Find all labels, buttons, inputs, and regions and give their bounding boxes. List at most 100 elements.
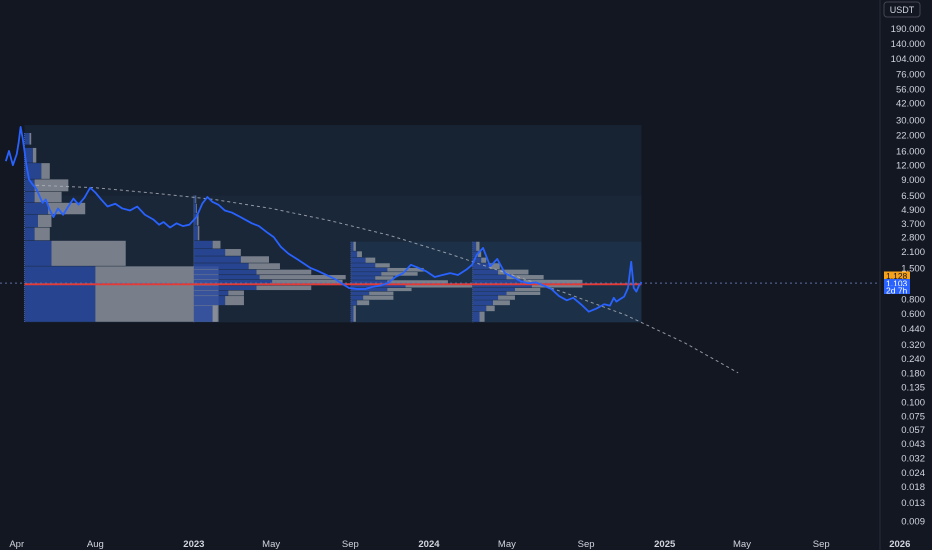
- price-tick-label: 2.100: [901, 247, 925, 258]
- time-tick-label: 2026: [889, 539, 910, 550]
- profile-bar-down: [357, 251, 362, 258]
- time-tick-label: 2025: [654, 539, 676, 550]
- profile-bar-down: [240, 256, 269, 263]
- profile-bar-up: [24, 191, 35, 203]
- profile-bar-down: [493, 300, 510, 306]
- price-tick-label: 0.135: [901, 383, 925, 394]
- profile-bar-down: [531, 284, 583, 288]
- profile-bar-up: [472, 305, 487, 312]
- price-tick-label: 0.024: [901, 468, 925, 479]
- profile-bar-up: [351, 241, 354, 251]
- price-tick-label: 1.500: [901, 263, 925, 274]
- profile-bar-down: [375, 263, 390, 268]
- profile-bar-up: [351, 276, 376, 280]
- profile-bar-down: [34, 179, 69, 192]
- profile-bar-down: [32, 147, 37, 163]
- price-tick-label: 12.000: [896, 161, 925, 172]
- time-axis[interactable]: Apr Aug 2023 May Sep 2024 May Sep 2025 May Sep 2026: [0, 536, 932, 550]
- profile-bar-down: [34, 227, 50, 241]
- price-tick-label: 3.700: [901, 219, 925, 230]
- price-tick-label: 30.000: [896, 115, 925, 126]
- price-tick-label: 0.320: [901, 340, 925, 351]
- profile-bar-up: [472, 291, 507, 295]
- profile-bar-up: [193, 285, 257, 291]
- profile-bar-down: [477, 251, 482, 258]
- profile-bar-down: [256, 285, 312, 291]
- profile-bar-down: [363, 295, 394, 300]
- profile-bar-up: [24, 214, 38, 228]
- price-series: [4, 126, 643, 313]
- profile-bar-down: [195, 195, 197, 204]
- currency-label[interactable]: USDT: [890, 5, 915, 15]
- profile-bar-up: [351, 257, 366, 263]
- profile-bar-up: [24, 227, 35, 241]
- time-tick-label: Sep: [342, 539, 359, 550]
- profile-bar-up: [24, 266, 96, 322]
- profile-bar-up: [472, 241, 477, 251]
- time-tick-label: Sep: [813, 539, 830, 550]
- profile-bar-up: [24, 147, 33, 163]
- price-tick-label: 0.240: [901, 354, 925, 365]
- profile-bar-up: [193, 240, 213, 249]
- profile-bar-up: [193, 195, 196, 204]
- trend-curve-group: [36, 184, 739, 374]
- price-axis[interactable]: 190.000 140.000 104.000 76.000 56.000 42.000 3…: [879, 0, 925, 550]
- time-tick-label: May: [498, 539, 516, 550]
- range-zones: [24, 125, 642, 323]
- profile-bar-down: [506, 291, 541, 295]
- price-tick-label: 0.180: [901, 368, 925, 379]
- profile-bar-up: [24, 202, 49, 215]
- profile-bar-up: [193, 290, 229, 296]
- price-tick-label: 0.600: [901, 309, 925, 320]
- profile-bar-up: [472, 263, 490, 270]
- profile-bar-up: [24, 179, 35, 192]
- profile-bar-down: [498, 269, 529, 275]
- profile-bar-up: [193, 275, 260, 280]
- profile-bar-up: [472, 300, 494, 306]
- profile-bar-up: [472, 269, 499, 275]
- profile-bar-down: [34, 191, 62, 203]
- profile-bar-down: [29, 132, 32, 145]
- price-badge-box: [884, 271, 910, 280]
- profile-bar-down: [489, 263, 500, 270]
- price-tick-label: 6.500: [901, 191, 925, 202]
- profile-bar-down: [481, 257, 487, 263]
- profile-bar-up: [472, 295, 499, 300]
- time-tick-label: Apr: [9, 539, 24, 550]
- price-tick-label: 0.057: [901, 425, 925, 436]
- time-tick-label: 2024: [418, 539, 440, 550]
- profile-bar-down: [41, 163, 50, 179]
- profile-bar-down: [259, 275, 346, 280]
- profile-bar-down: [272, 279, 343, 286]
- profile-bar-down: [506, 275, 544, 280]
- profile-bar-down: [256, 269, 312, 275]
- currency-box[interactable]: [883, 1, 921, 18]
- profile-bar-up: [193, 263, 249, 270]
- profile-bar-down: [248, 263, 280, 270]
- price-tick-label: 22.000: [896, 131, 925, 142]
- profile-bar-down: [212, 305, 218, 322]
- profile-bar-up: [472, 288, 515, 292]
- currency-selector[interactable]: USDT: [883, 1, 921, 18]
- time-tick-label: May: [262, 539, 280, 550]
- trend-curve: [36, 184, 739, 374]
- profile-bar-down: [387, 288, 412, 292]
- profile-bar-up: [351, 272, 382, 276]
- profile-bar-down: [196, 203, 198, 214]
- profile-bar-up: [193, 213, 198, 226]
- profile-bar-down: [405, 284, 473, 288]
- price-tick-label: 0.013: [901, 498, 925, 509]
- profile-bar-up: [193, 279, 273, 286]
- profile-bar-up: [24, 132, 30, 145]
- profile-bar-up: [351, 291, 370, 295]
- profile-bar-down: [197, 213, 199, 226]
- price-tick-label: 9.000: [901, 175, 925, 186]
- profile-bar-up: [351, 267, 388, 272]
- profile-bar-up: [472, 257, 482, 263]
- profile-bar-up: [193, 269, 257, 275]
- profile-bar-down: [476, 241, 480, 251]
- time-tick-label: Sep: [578, 539, 595, 550]
- price-badge-box: [884, 286, 910, 294]
